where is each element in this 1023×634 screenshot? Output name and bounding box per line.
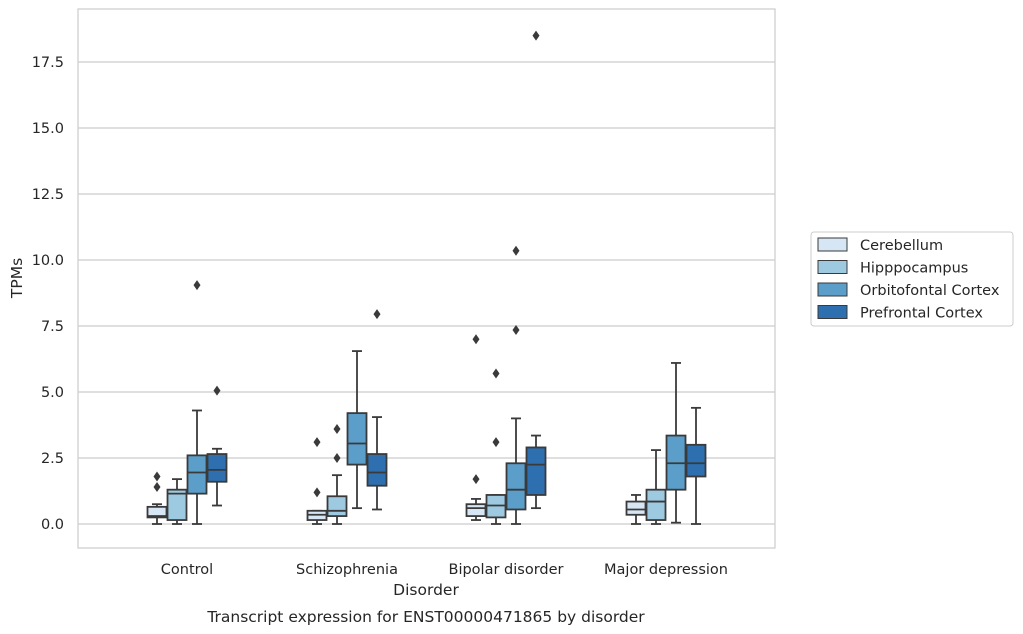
legend-label: Cerebellum bbox=[860, 238, 943, 254]
x-tick-labels: Control Schizophrenia Bipolar disorder Majo… bbox=[161, 562, 728, 578]
outlier-point bbox=[512, 245, 520, 256]
y-tick-label: 7.5 bbox=[41, 319, 64, 335]
y-axis-title: TPMs bbox=[8, 258, 26, 299]
legend-swatch bbox=[817, 260, 848, 274]
box-orbitofontal-cortex bbox=[665, 362, 687, 524]
legend-label: Orbitofontal Cortex bbox=[860, 283, 1000, 299]
box-hipppocampus bbox=[485, 368, 507, 525]
y-tick-labels: 0.0 2.5 5.0 7.5 10.0 12.5 15.0 17.5 bbox=[32, 55, 64, 533]
box-cerebellum bbox=[625, 494, 647, 525]
outlier-point bbox=[532, 30, 540, 41]
outlier-point bbox=[153, 471, 161, 482]
legend-items: Cerebellum Hipppocampus Orbitofontal Corte… bbox=[817, 237, 1000, 322]
legend: Cerebellum Hipppocampus Orbitofontal Corte… bbox=[810, 231, 1014, 327]
box-iqr bbox=[346, 412, 368, 466]
box-hipppocampus bbox=[326, 423, 348, 525]
box-iqr bbox=[366, 453, 388, 487]
x-tick-label: Control bbox=[161, 562, 213, 578]
box-iqr bbox=[625, 500, 647, 516]
box-iqr bbox=[326, 495, 348, 517]
outlier-point bbox=[373, 309, 381, 320]
box-orbitofontal-cortex bbox=[505, 245, 527, 525]
legend-swatch bbox=[817, 282, 848, 297]
y-tick-label: 2.5 bbox=[41, 451, 64, 467]
outlier-point bbox=[213, 385, 221, 396]
outlier-point bbox=[193, 280, 201, 291]
outlier-point bbox=[153, 482, 161, 493]
box-prefrontal-cortex bbox=[366, 309, 388, 511]
box-prefrontal-cortex bbox=[206, 385, 228, 507]
box-iqr bbox=[505, 462, 527, 511]
y-tick-label: 10.0 bbox=[32, 253, 64, 269]
outlier-point bbox=[333, 453, 341, 463]
box-cerebellum bbox=[146, 471, 168, 525]
y-tick-label: 5.0 bbox=[41, 385, 64, 401]
y-tick-label: 0.0 bbox=[41, 517, 64, 533]
y-tick-label: 12.5 bbox=[32, 187, 64, 203]
legend-frame bbox=[810, 231, 1014, 327]
box-iqr bbox=[685, 443, 707, 478]
boxes bbox=[146, 30, 707, 525]
box-iqr bbox=[206, 453, 228, 483]
y-tick-label: 15.0 bbox=[32, 121, 64, 137]
outlier-point bbox=[313, 487, 321, 498]
outlier-point bbox=[313, 437, 321, 448]
box-orbitofontal-cortex bbox=[346, 350, 368, 510]
box-iqr bbox=[525, 446, 547, 496]
box-iqr bbox=[465, 503, 487, 517]
box-iqr bbox=[645, 488, 667, 521]
y-tick-label: 17.5 bbox=[32, 55, 64, 71]
x-tick-label: Schizophrenia bbox=[296, 562, 398, 578]
outlier-point bbox=[512, 324, 520, 335]
x-axis-title: Disorder bbox=[393, 581, 459, 599]
box-hipppocampus bbox=[166, 478, 188, 525]
x-tick-label: Major depression bbox=[604, 562, 728, 578]
outlier-point bbox=[472, 334, 480, 345]
box-hipppocampus bbox=[645, 449, 667, 525]
legend-swatch bbox=[817, 237, 848, 252]
box-orbitofontal-cortex bbox=[186, 280, 208, 525]
box-cerebellum bbox=[465, 334, 487, 521]
box-prefrontal-cortex bbox=[685, 406, 707, 525]
box-prefrontal-cortex bbox=[525, 30, 547, 510]
box-iqr bbox=[146, 505, 168, 519]
box-cerebellum bbox=[306, 437, 328, 525]
x-tick-label: Bipolar disorder bbox=[449, 562, 564, 578]
outlier-point bbox=[333, 423, 341, 434]
box-iqr bbox=[186, 454, 208, 495]
chart-caption: Transcript expression for ENST0000047186… bbox=[206, 608, 645, 626]
outlier-point bbox=[492, 437, 500, 448]
legend-label: Hipppocampus bbox=[860, 261, 968, 277]
legend-label: Prefrontal Cortex bbox=[860, 306, 983, 322]
box-iqr bbox=[166, 488, 188, 521]
plot-frame bbox=[77, 8, 776, 549]
legend-swatch bbox=[817, 305, 848, 319]
outlier-point bbox=[472, 474, 480, 485]
outlier-point bbox=[492, 368, 500, 379]
